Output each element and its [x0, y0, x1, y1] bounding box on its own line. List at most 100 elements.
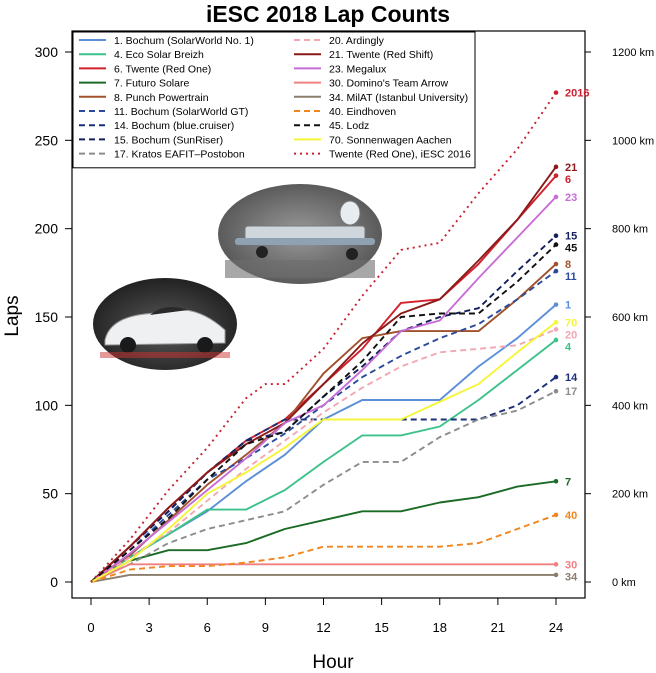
series-line-30: [90, 563, 556, 583]
x-tick-label: 9: [262, 620, 269, 635]
series-line-2016: [90, 92, 557, 583]
series-end-point: [553, 327, 559, 332]
photo-solar-car-left: [93, 278, 237, 370]
series-end-point: [553, 194, 559, 200]
series-end-point: [553, 233, 559, 239]
y-tick-label: 100: [35, 397, 59, 413]
series-end-point: [553, 320, 559, 325]
x-tick-label: 12: [316, 620, 330, 635]
series-line-40: [90, 514, 557, 583]
legend-entry: 21. Twente (Red Shift): [329, 49, 433, 61]
series-line-8: [90, 263, 557, 583]
series-end-label: 15: [565, 231, 577, 243]
series-line-4: [90, 339, 557, 583]
km-tick-label: 0 km: [612, 577, 636, 589]
km-tick-label: 1200 km: [612, 47, 654, 59]
x-tick-label: 6: [204, 620, 211, 635]
km-tick-label: 200 km: [612, 489, 648, 501]
legend-entry: 1. Bochum (SolarWorld No. 1): [114, 35, 254, 47]
series-end-point: [553, 302, 559, 307]
photo-insets: [93, 184, 382, 370]
legend-entry: 40. Eindhoven: [329, 106, 396, 118]
series-line-21: [90, 166, 557, 583]
series-line-7: [90, 480, 557, 583]
series-end-label: 7: [565, 476, 571, 488]
series-end-label: 30: [565, 559, 577, 571]
y-tick-label: 200: [35, 221, 59, 237]
photo-solar-car-top: [218, 184, 382, 284]
legend-box: [72, 31, 476, 169]
x-tick-label: 21: [491, 620, 505, 635]
x-tick-label: 3: [146, 620, 153, 635]
series-end-label: 34: [565, 571, 578, 583]
legend: 1. Bochum (SolarWorld No. 1) 4. Eco Solar…: [72, 31, 476, 169]
x-tick-label: 15: [374, 620, 388, 635]
km-tick-label: 1000 km: [612, 135, 654, 147]
series-end-point: [553, 164, 559, 170]
series-end-label: 14: [565, 372, 578, 384]
series-line-70: [90, 321, 557, 583]
series-line-17: [90, 390, 557, 583]
legend-entry: 70. Sonnenwagen Aachen: [329, 134, 452, 146]
legend-entry: 45. Lodz: [329, 120, 369, 132]
series-end-point: [553, 261, 559, 267]
series-end-point: [553, 268, 559, 274]
x-tick-label: 24: [549, 620, 563, 635]
series-end-label: 2016: [565, 88, 589, 100]
series-end-point: [553, 388, 559, 394]
y-tick-label: 0: [50, 574, 58, 590]
series-end-label: 6: [565, 174, 571, 186]
legend-entry: 14. Bochum (blue.cruiser): [114, 120, 234, 132]
series-end-label: 40: [565, 510, 577, 522]
legend-entry: 34. MilAT (Istanbul University): [329, 92, 468, 104]
x-tick-label: 18: [433, 620, 447, 635]
series-end-label: 23: [565, 192, 577, 204]
legend-entry: 4. Eco Solar Breizh: [114, 49, 204, 61]
x-tick-label: 0: [87, 620, 94, 635]
series-end-point: [553, 374, 559, 380]
y-tick-label: 150: [35, 309, 59, 325]
chart-title: iESC 2018 Lap Counts: [206, 1, 450, 27]
series-end-point: [553, 242, 559, 247]
series-end-label: 1: [565, 300, 571, 312]
series-end-point: [553, 562, 559, 567]
series-line-45: [90, 243, 557, 583]
legend-entry: 7. Futuro Solare: [114, 78, 189, 90]
series-end-label: 20: [565, 329, 577, 341]
km-tick-label: 800 km: [612, 224, 648, 236]
legend-entry: 20. Ardingly: [329, 35, 385, 47]
legend-entry: 6. Twente (Red One): [114, 63, 211, 75]
series-end-label: 70: [565, 317, 577, 329]
series-end-point: [553, 90, 559, 95]
x-axis-label: Hour: [312, 652, 354, 673]
series-end-label: 45: [565, 243, 577, 255]
series-end-label: 11: [565, 271, 577, 283]
legend-entry: 23. Megalux: [329, 63, 387, 75]
series-end-point: [553, 572, 559, 578]
series-line-23: [90, 196, 557, 583]
series-line-34: [90, 573, 556, 583]
series-end-label: 4: [565, 341, 572, 353]
legend-entry: 11. Bochum (SolarWorld GT): [114, 106, 248, 118]
series-end-label: 17: [565, 386, 577, 398]
y-tick-label: 50: [42, 486, 58, 502]
y-tick-label: 250: [35, 132, 59, 148]
legend-entry: 15. Bochum (SunRiser): [114, 134, 223, 146]
km-tick-label: 400 km: [612, 400, 648, 412]
legend-entry: 30. Domino's Team Arrow: [329, 78, 449, 90]
y-tick-label: 300: [35, 44, 59, 60]
series-end-label: 21: [565, 162, 577, 174]
series-end-point: [553, 512, 559, 518]
series-end-label: 8: [565, 259, 571, 271]
legend-entry: Twente (Red One), iESC 2016: [329, 149, 471, 161]
series-end-point: [553, 173, 559, 178]
series-line-20: [90, 328, 557, 583]
legend-entry: 8. Punch Powertrain: [114, 92, 209, 104]
legend-entry: 17. Kratos EAFIT–Postobon: [114, 149, 245, 161]
km-tick-label: 600 km: [612, 312, 648, 324]
series-end-point: [553, 479, 559, 484]
series-end-point: [553, 337, 559, 343]
